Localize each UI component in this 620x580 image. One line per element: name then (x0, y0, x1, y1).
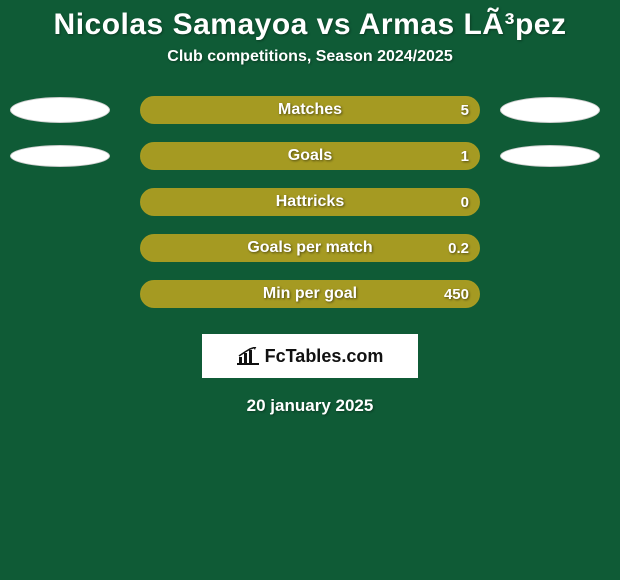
side-ellipse (10, 97, 110, 123)
stat-bar: Goals1 (140, 142, 480, 170)
page-title: Nicolas Samayoa vs Armas LÃ³pez (0, 0, 620, 48)
stat-rows: Matches5 Goals1 Hattricks0 Goals per match0… (0, 96, 620, 308)
stat-bar-fill (141, 235, 479, 261)
stat-bar-fill (141, 189, 479, 215)
stat-bar-fill (141, 281, 479, 307)
side-ellipse (10, 145, 110, 167)
logo-text: FcTables.com (265, 346, 384, 367)
side-ellipse (500, 145, 600, 167)
stat-bar: Matches5 (140, 96, 480, 124)
snapshot-date: 20 january 2025 (0, 396, 620, 416)
subtitle: Club competitions, Season 2024/2025 (0, 48, 620, 66)
stat-bar-fill (141, 143, 479, 169)
stat-bar: Hattricks0 (140, 188, 480, 216)
side-ellipse (500, 97, 600, 123)
stat-row: Hattricks0 (0, 188, 620, 216)
stat-row: Matches5 (0, 96, 620, 124)
stat-row: Goals per match0.2 (0, 234, 620, 262)
stat-row: Goals1 (0, 142, 620, 170)
stat-bar-fill (141, 97, 479, 123)
stat-row: Min per goal450 (0, 280, 620, 308)
stat-bar: Goals per match0.2 (140, 234, 480, 262)
chart-icon (237, 347, 259, 365)
stats-comparison-card: Nicolas Samayoa vs Armas LÃ³pez Club com… (0, 0, 620, 580)
stat-bar: Min per goal450 (140, 280, 480, 308)
source-logo[interactable]: FcTables.com (202, 334, 418, 378)
